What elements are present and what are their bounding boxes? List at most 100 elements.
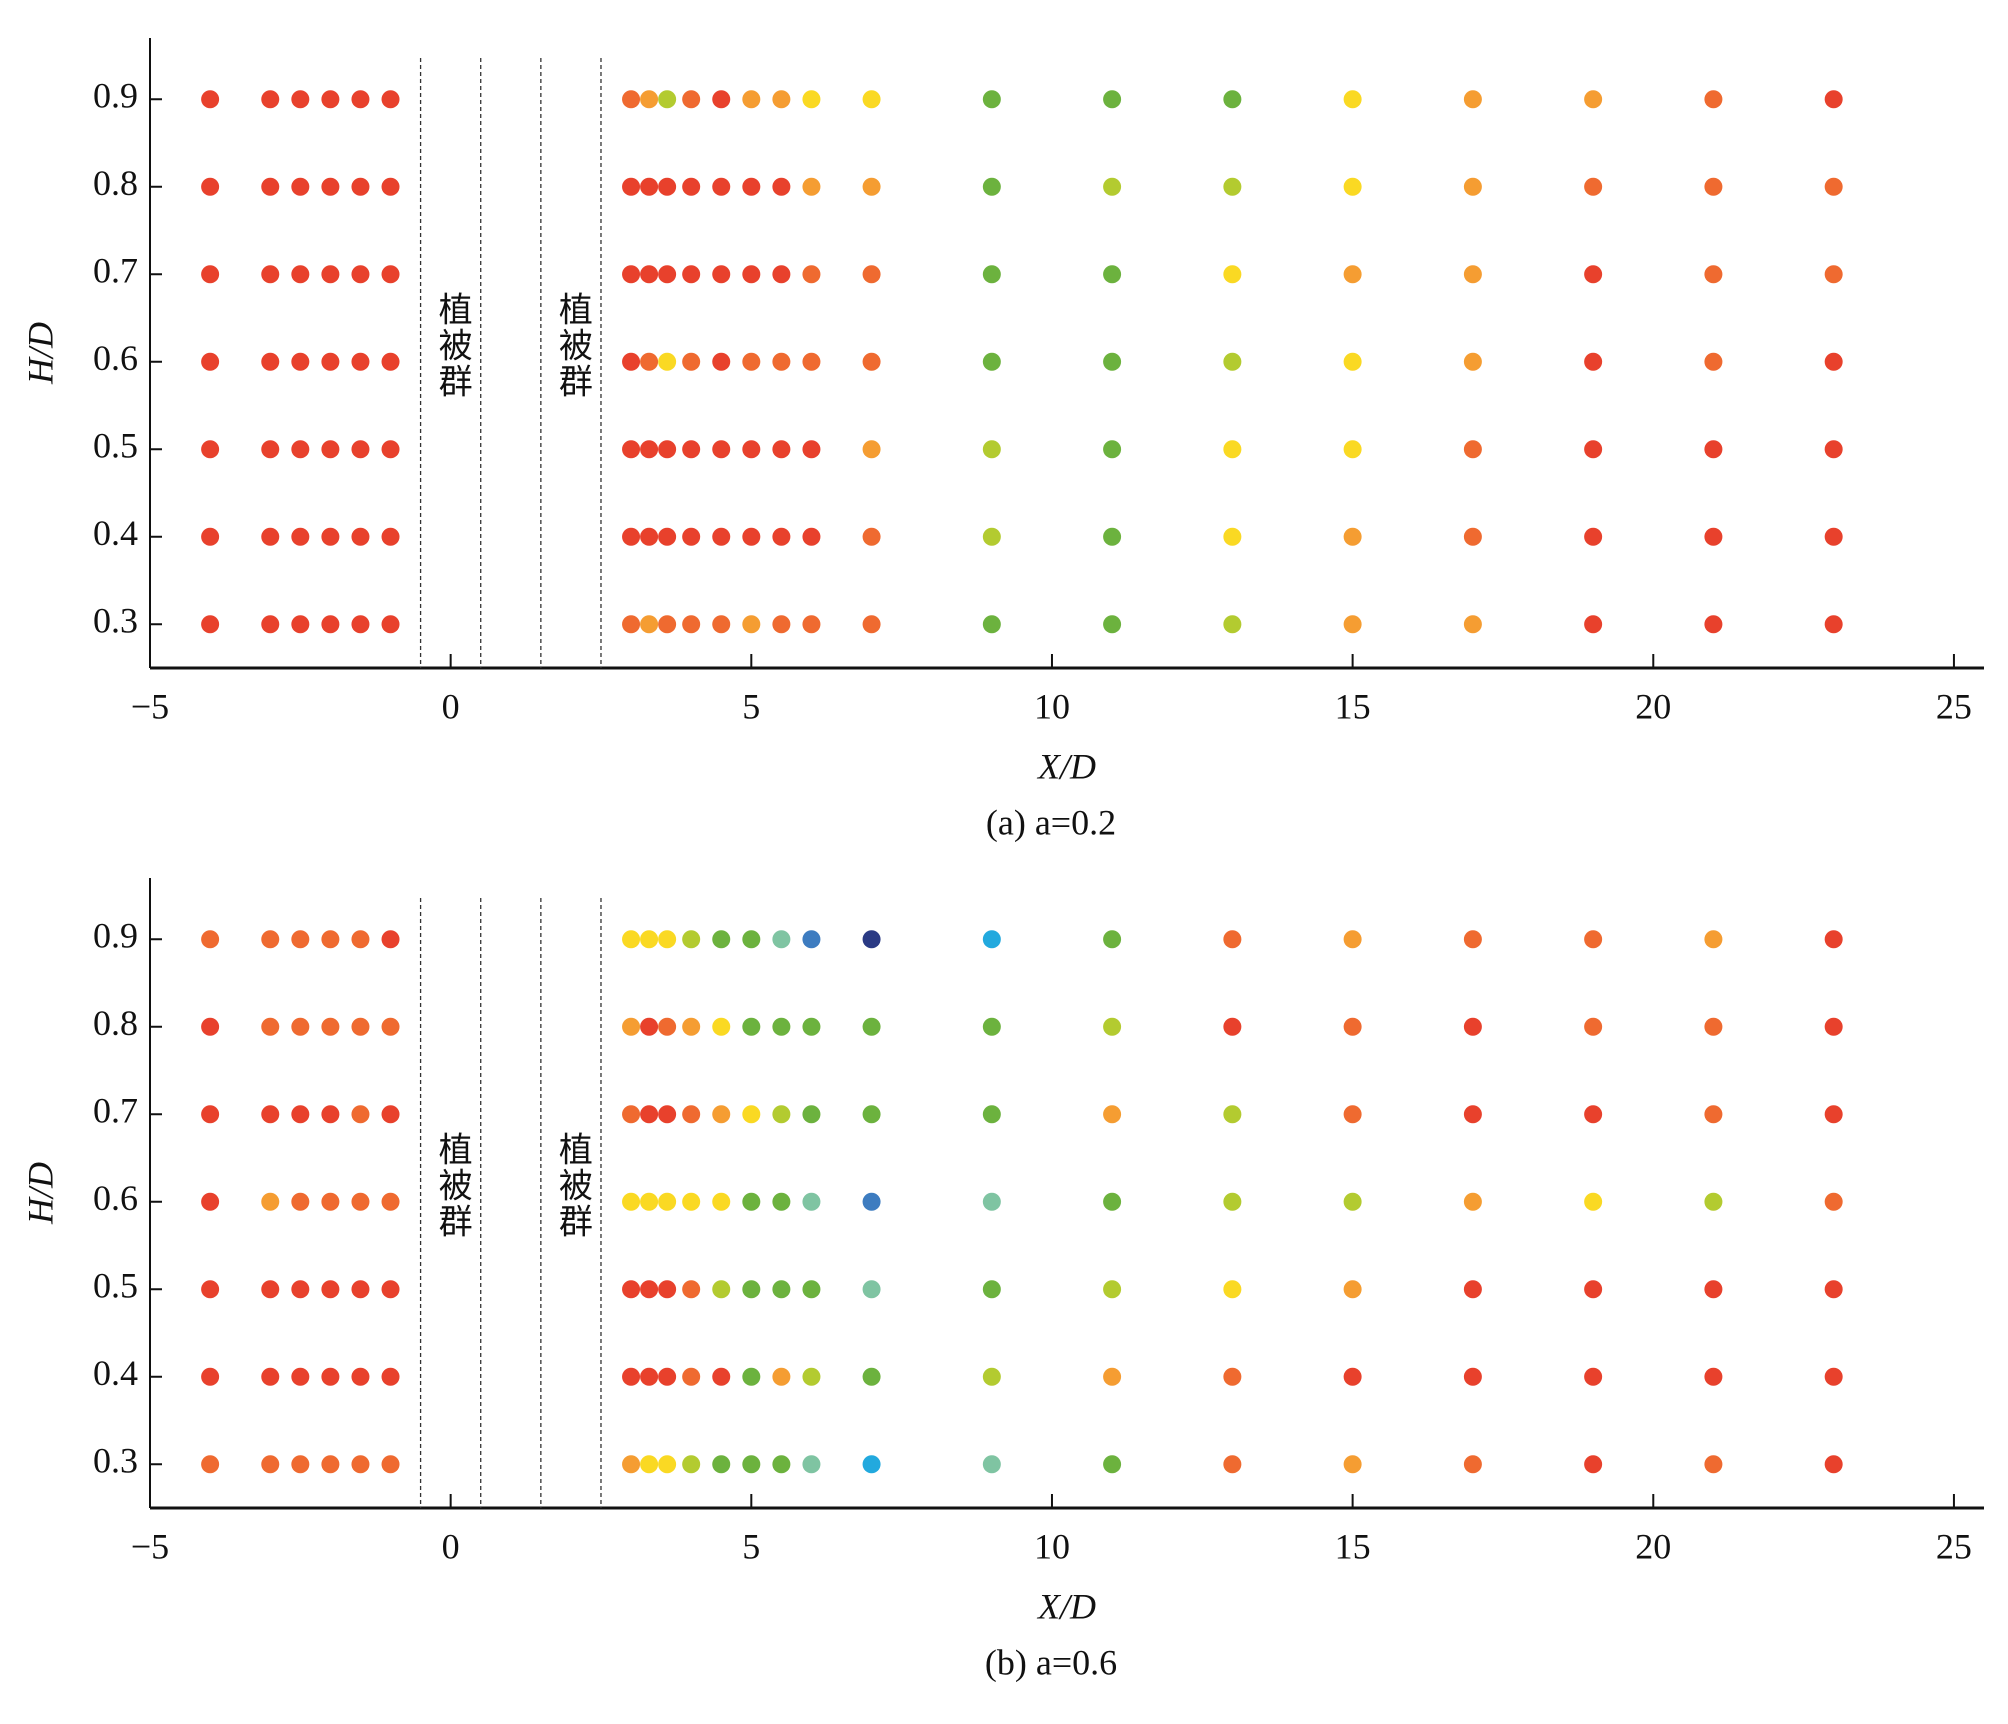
point: [381, 1367, 400, 1386]
point: [622, 1192, 641, 1211]
point: [351, 1280, 370, 1299]
point: [640, 930, 659, 949]
point: [1824, 177, 1843, 196]
x-tick-label: 0: [442, 686, 460, 726]
point: [1103, 1367, 1122, 1386]
point: [321, 1367, 340, 1386]
point: [381, 527, 400, 546]
point: [658, 265, 677, 284]
point: [742, 930, 761, 949]
point: [658, 1280, 677, 1299]
point: [1103, 1280, 1122, 1299]
point: [712, 352, 731, 371]
point: [261, 615, 280, 634]
point: [1463, 527, 1482, 546]
point: [1584, 1017, 1603, 1036]
point: [982, 1017, 1001, 1036]
point: [802, 1367, 821, 1386]
point: [712, 1105, 731, 1124]
point: [1103, 440, 1122, 459]
point: [1584, 177, 1603, 196]
point: [1824, 90, 1843, 109]
point: [381, 1192, 400, 1211]
point: [772, 1017, 791, 1036]
point: [1824, 1192, 1843, 1211]
point: [1103, 1105, 1122, 1124]
point: [1343, 527, 1362, 546]
point: [381, 615, 400, 634]
point: [772, 527, 791, 546]
x-tick-label: 25: [1936, 1526, 1972, 1566]
point: [982, 352, 1001, 371]
point: [682, 615, 701, 634]
point: [1824, 930, 1843, 949]
point: [321, 1455, 340, 1474]
point: [682, 352, 701, 371]
point: [1223, 930, 1242, 949]
point: [321, 615, 340, 634]
caption: (a) a=0.2: [986, 802, 1116, 842]
point: [772, 265, 791, 284]
y-tick-label: 0.3: [93, 601, 138, 641]
point: [1343, 1455, 1362, 1474]
point: [862, 1017, 881, 1036]
point: [1704, 177, 1723, 196]
point: [1223, 1192, 1242, 1211]
point: [658, 352, 677, 371]
point: [862, 1192, 881, 1211]
point: [772, 1280, 791, 1299]
y-tick-label: 0.5: [93, 1266, 138, 1306]
point: [321, 1105, 340, 1124]
point: [261, 1105, 280, 1124]
point: [1704, 90, 1723, 109]
point: [802, 1017, 821, 1036]
point: [1704, 1105, 1723, 1124]
point: [351, 1455, 370, 1474]
point: [1584, 1192, 1603, 1211]
point: [1103, 352, 1122, 371]
point: [1103, 1455, 1122, 1474]
point: [742, 265, 761, 284]
point: [321, 440, 340, 459]
y-axis-label: H/D: [20, 1162, 60, 1225]
point: [201, 352, 220, 371]
point: [321, 177, 340, 196]
point: [291, 265, 310, 284]
point: [1463, 930, 1482, 949]
point: [1103, 1192, 1122, 1211]
point: [1463, 352, 1482, 371]
point: [682, 177, 701, 196]
point: [640, 1105, 659, 1124]
point: [351, 1105, 370, 1124]
point: [321, 527, 340, 546]
point: [658, 1455, 677, 1474]
point: [712, 265, 731, 284]
point: [1463, 1455, 1482, 1474]
point: [658, 1367, 677, 1386]
x-tick-label: 10: [1034, 686, 1070, 726]
point: [351, 527, 370, 546]
y-tick-label: 0.9: [93, 916, 138, 956]
point: [862, 1455, 881, 1474]
point: [1103, 615, 1122, 634]
point: [351, 1017, 370, 1036]
x-axis-label: X/D: [1036, 746, 1096, 786]
y-tick-label: 0.7: [93, 251, 138, 291]
point: [658, 1105, 677, 1124]
point: [261, 265, 280, 284]
point: [1343, 265, 1362, 284]
point: [640, 615, 659, 634]
point: [351, 265, 370, 284]
point: [321, 1280, 340, 1299]
point: [712, 90, 731, 109]
point: [658, 615, 677, 634]
point: [1103, 1017, 1122, 1036]
point: [802, 90, 821, 109]
point: [772, 615, 791, 634]
y-tick-label: 0.8: [93, 1003, 138, 1043]
point: [1223, 615, 1242, 634]
point: [321, 1192, 340, 1211]
point: [201, 440, 220, 459]
point: [201, 1280, 220, 1299]
point: [291, 615, 310, 634]
